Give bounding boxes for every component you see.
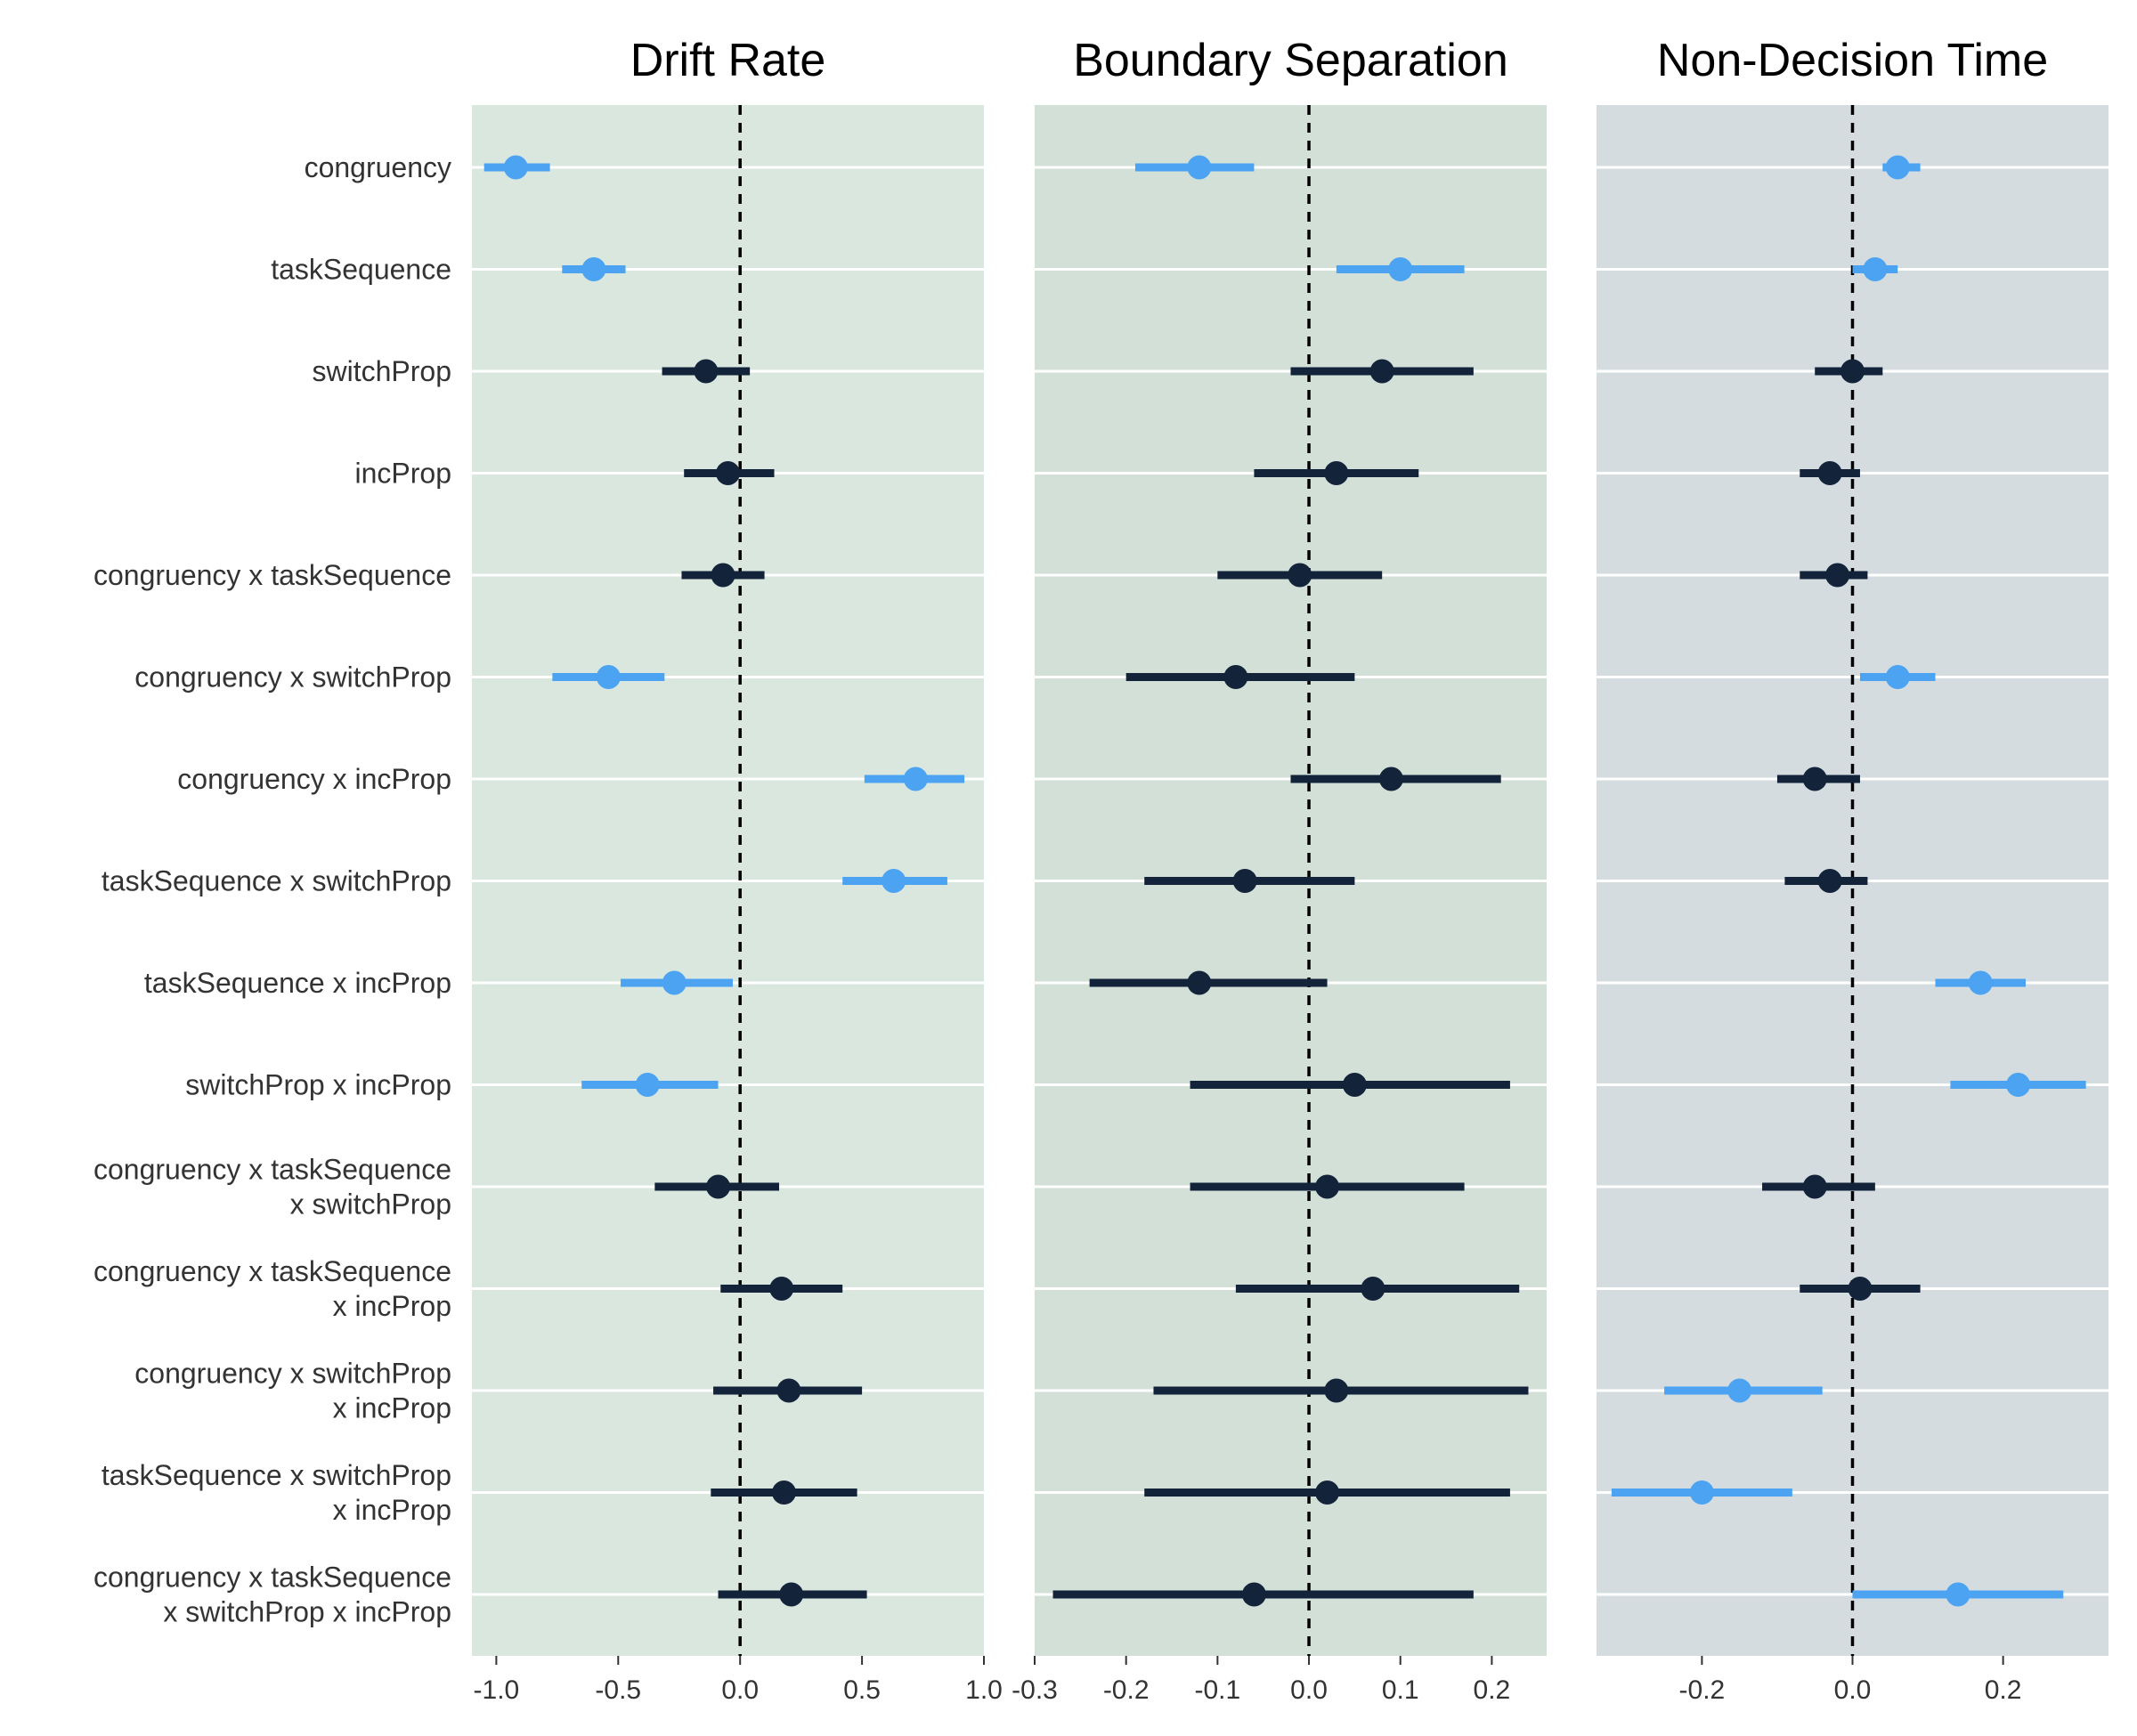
- estimate-point: [1825, 563, 1850, 588]
- x-tick-label: -0.5: [595, 1675, 641, 1705]
- estimate-point: [706, 1174, 731, 1199]
- estimate-point: [1840, 359, 1865, 384]
- estimate-point: [635, 1073, 660, 1097]
- estimate-point: [1848, 1277, 1873, 1301]
- x-tick-label: -1.0: [474, 1675, 520, 1705]
- x-tick-label: 0.0: [721, 1675, 759, 1705]
- term-label: taskSequence x switchProp: [102, 1459, 451, 1491]
- term-label: congruency x taskSequence: [93, 559, 451, 591]
- estimate-point: [882, 869, 906, 893]
- estimate-point: [1727, 1378, 1752, 1403]
- estimate-point: [1968, 970, 1993, 995]
- term-label: congruency: [305, 151, 451, 183]
- estimate-point: [1885, 665, 1910, 689]
- estimate-point: [771, 1480, 796, 1505]
- panel-title: Non-Decision Time: [1657, 35, 2048, 86]
- estimate-point: [1378, 767, 1403, 791]
- estimate-point: [1288, 563, 1312, 588]
- estimate-point: [769, 1277, 794, 1301]
- term-label: taskSequence x switchProp: [102, 865, 451, 897]
- term-label: congruency x switchProp: [134, 1358, 451, 1390]
- estimate-point: [903, 767, 928, 791]
- estimate-point: [1361, 1277, 1385, 1301]
- term-label: congruency x incProp: [177, 763, 451, 795]
- term-label: congruency x taskSequence: [93, 1154, 451, 1186]
- panel-2: Non-Decision Time -0.2 0.0 0.2: [1597, 35, 2109, 1705]
- estimate-point: [1187, 970, 1212, 995]
- x-tick-label: -0.2: [1103, 1675, 1150, 1705]
- x-tick-label: -0.3: [1012, 1675, 1058, 1705]
- estimate-point: [1817, 461, 1842, 485]
- estimate-point: [1241, 1582, 1266, 1607]
- term-label: x switchProp x incProp: [163, 1596, 451, 1628]
- estimate-point: [1232, 869, 1257, 893]
- term-label: x incProp: [333, 1392, 451, 1424]
- panel-1: Boundary Separation -0.3 -0.2 -0.1 0.0 0.1 0.2: [1012, 35, 1547, 1705]
- x-tick-label: 1.0: [965, 1675, 1003, 1705]
- estimate-point: [581, 257, 606, 281]
- estimate-point: [596, 665, 621, 689]
- estimate-point: [779, 1582, 804, 1607]
- estimate-point: [1324, 461, 1349, 485]
- term-labels: congruency taskSequence switchProp incProp c…: [93, 151, 451, 1628]
- estimate-point: [1315, 1480, 1340, 1505]
- estimate-point: [1689, 1480, 1714, 1505]
- term-label: taskSequence: [271, 254, 451, 286]
- x-tick-label: 0.1: [1382, 1675, 1419, 1705]
- estimate-point: [1885, 155, 1910, 180]
- term-label: incProp: [355, 458, 452, 490]
- estimate-point: [1223, 665, 1248, 689]
- estimate-point: [1315, 1174, 1340, 1199]
- estimate-point: [1802, 767, 1827, 791]
- estimate-point: [716, 461, 740, 485]
- term-label: congruency x switchProp: [134, 661, 451, 694]
- term-label: x switchProp: [290, 1188, 451, 1221]
- estimate-point: [711, 563, 735, 588]
- x-tick-label: -0.2: [1679, 1675, 1726, 1705]
- estimate-point: [1817, 869, 1842, 893]
- panel-title: Boundary Separation: [1073, 35, 1508, 86]
- term-label: switchProp x incProp: [185, 1069, 451, 1101]
- x-tick-label: 0.0: [1290, 1675, 1328, 1705]
- estimate-point: [503, 155, 528, 180]
- estimate-point: [694, 359, 719, 384]
- term-label: switchProp: [313, 355, 452, 387]
- x-tick-label: 0.2: [1985, 1675, 2022, 1705]
- term-label: congruency x taskSequence: [93, 1562, 451, 1594]
- panel-0: Drift Rate -1.0 -0.5 0.0 0.5 1.0: [472, 35, 1003, 1705]
- panels: Drift Rate -1.0 -0.5 0.0 0.5 1.0 Boundary Sepa…: [472, 35, 2109, 1705]
- estimate-point: [1388, 257, 1413, 281]
- estimate-point: [1946, 1582, 1970, 1607]
- term-label: x incProp: [333, 1290, 451, 1322]
- x-tick-label: 0.5: [843, 1675, 881, 1705]
- x-tick-label: 0.0: [1834, 1675, 1872, 1705]
- estimate-point: [1863, 257, 1888, 281]
- x-tick-label: -0.1: [1195, 1675, 1241, 1705]
- x-tick-label: 0.2: [1474, 1675, 1511, 1705]
- panel-title: Drift Rate: [630, 35, 826, 86]
- term-label: taskSequence x incProp: [144, 967, 451, 999]
- estimate-point: [1342, 1073, 1367, 1097]
- term-label: congruency x taskSequence: [93, 1255, 451, 1287]
- estimate-point: [1324, 1378, 1349, 1403]
- term-label: x incProp: [333, 1494, 451, 1526]
- estimate-point: [1369, 359, 1394, 384]
- estimate-point: [2006, 1073, 2031, 1097]
- estimate-point: [1802, 1174, 1827, 1199]
- estimate-point: [1187, 155, 1212, 180]
- estimate-point: [776, 1378, 801, 1403]
- estimate-point: [662, 970, 687, 995]
